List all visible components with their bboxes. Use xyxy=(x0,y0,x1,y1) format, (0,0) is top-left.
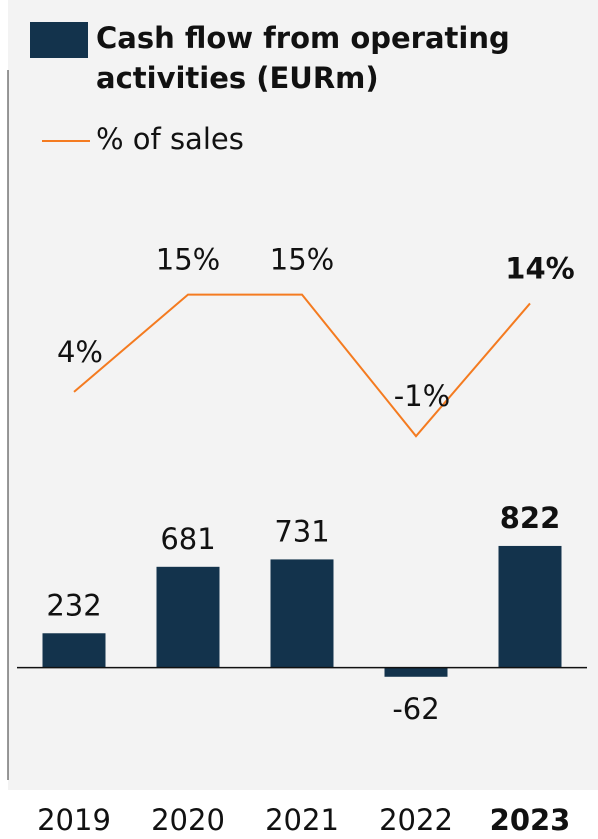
x-tick-label: 2019 xyxy=(37,803,111,837)
legend-bar-text: Cash flow from operating activities (EUR… xyxy=(96,21,510,95)
plot-background xyxy=(8,0,598,790)
bar xyxy=(498,545,562,668)
legend-line-text: % of sales xyxy=(96,122,244,156)
x-tick-label: 2022 xyxy=(379,803,453,837)
legend-swatch-bar xyxy=(30,22,88,58)
bar xyxy=(156,566,220,668)
bar-value-label: -62 xyxy=(392,692,439,726)
bar-value-label: 681 xyxy=(160,522,215,556)
line xyxy=(73,293,531,438)
line-value-label: -1% xyxy=(394,379,450,413)
bar-value-label: 731 xyxy=(274,514,329,548)
bar xyxy=(270,559,334,668)
x-tick-label: 2020 xyxy=(151,803,225,837)
x-tick-label: 2021 xyxy=(265,803,339,837)
line-value-label: 15% xyxy=(270,243,334,277)
x-tick-label: 2023 xyxy=(490,803,571,837)
line-value-label: 15% xyxy=(156,243,220,277)
line-value-label: 14% xyxy=(505,251,574,285)
bar xyxy=(384,667,448,677)
bar-value-label: 232 xyxy=(46,588,101,622)
line-value-label: 4% xyxy=(57,335,103,369)
bar-value-label: 822 xyxy=(500,501,561,535)
bar xyxy=(42,633,106,668)
